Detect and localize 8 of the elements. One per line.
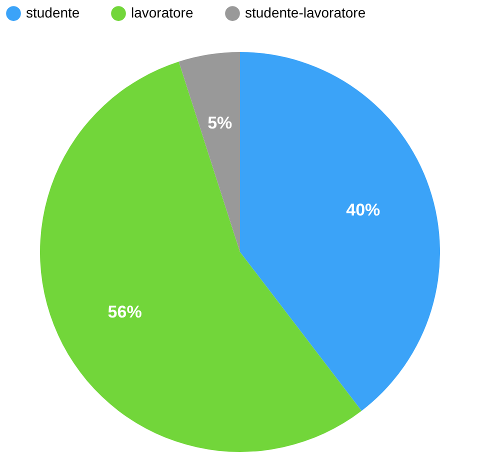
data-label: 40% xyxy=(346,200,380,220)
legend-label: lavoratore xyxy=(131,4,194,21)
legend-label: studente xyxy=(26,4,80,21)
legend-label: studente-lavoratore xyxy=(245,4,366,21)
pie-slice xyxy=(240,52,440,411)
data-label: 5% xyxy=(208,114,232,133)
pie-slice xyxy=(178,52,240,252)
data-label: 56% xyxy=(108,302,142,322)
